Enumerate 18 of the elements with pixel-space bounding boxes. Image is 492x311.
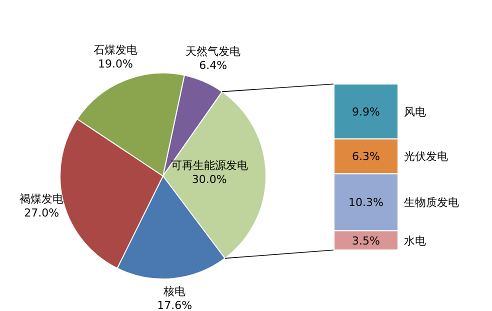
data-label: 6.3% [352,150,380,164]
data-label: 6.4% [199,58,228,72]
data-label: 30.0% [192,173,227,186]
series-label: 生物质发电 [404,196,459,210]
data-label: 17.6% [157,299,192,311]
series-label: 水电 [404,234,426,248]
slice-label: 褐煤发电 [20,192,64,206]
slice-label: 核电 [162,285,186,298]
data-label: 3.5% [352,234,380,248]
slice-label: 天然气发电 [186,44,241,58]
data-label: 19.0% [98,58,133,71]
series-label: 风电 [404,105,426,118]
slice-label: 可再生能源发电 [170,159,248,172]
data-label: 10.3% [348,196,384,210]
data-label: 27.0% [24,206,60,220]
data-label: 9.9% [352,105,380,118]
series-label: 光伏发电 [404,150,448,164]
slice-label: 石煤发电 [94,44,138,57]
